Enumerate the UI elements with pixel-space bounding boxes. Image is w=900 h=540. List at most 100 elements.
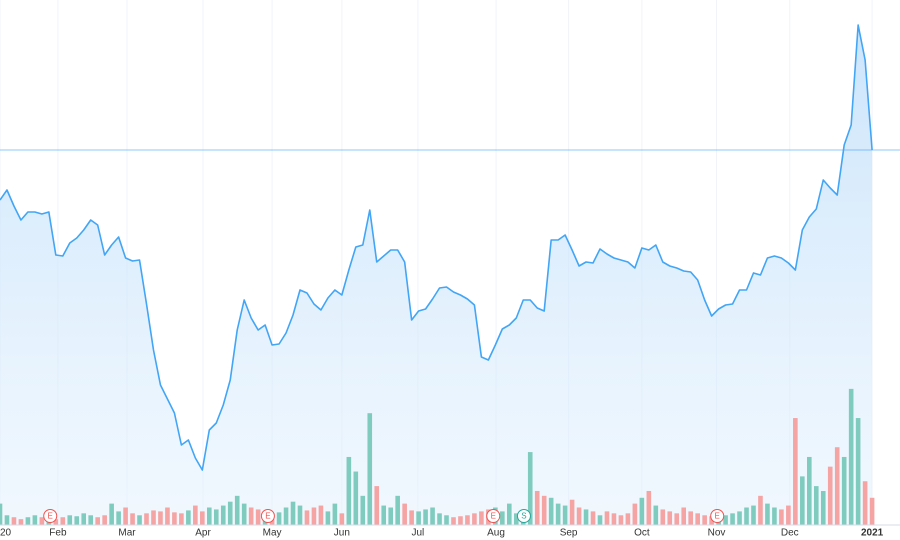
volume-bar bbox=[67, 515, 73, 525]
volume-bar bbox=[632, 503, 638, 525]
volume-bar bbox=[737, 511, 742, 525]
volume-bar bbox=[423, 509, 428, 525]
volume-bar bbox=[25, 517, 31, 525]
volume-bar bbox=[311, 507, 317, 525]
volume-bar bbox=[430, 507, 435, 525]
volume-bar bbox=[172, 512, 177, 525]
volume-bar bbox=[130, 513, 135, 525]
volume-bar bbox=[165, 507, 170, 525]
volume-bar bbox=[583, 509, 589, 525]
volume-bar bbox=[248, 507, 254, 525]
event-marker bbox=[486, 509, 501, 523]
event-marker bbox=[43, 509, 58, 523]
volume-bar bbox=[841, 456, 847, 525]
volume-bar bbox=[702, 515, 707, 525]
x-tick-label: Nov bbox=[708, 528, 726, 539]
x-axis-strip bbox=[0, 525, 900, 540]
volume-bar bbox=[765, 503, 770, 525]
volume-bar bbox=[193, 505, 198, 525]
area-layer bbox=[0, 25, 873, 525]
volume-bar bbox=[793, 418, 798, 525]
x-tick-label: Feb bbox=[49, 528, 67, 539]
volume-bar bbox=[290, 501, 296, 525]
volume-bar bbox=[395, 495, 400, 525]
volume-bar bbox=[32, 515, 38, 525]
x-tick-label: Jul bbox=[412, 528, 425, 539]
volume-bar bbox=[472, 513, 477, 525]
volume-bar bbox=[458, 516, 463, 525]
volume-bar bbox=[695, 513, 700, 525]
volume-bar bbox=[227, 501, 233, 525]
volume-bar bbox=[402, 503, 407, 525]
volume-bar bbox=[388, 507, 393, 525]
volume-bar bbox=[534, 490, 540, 525]
volume-bar bbox=[751, 505, 756, 525]
volume-bar bbox=[186, 510, 191, 525]
x-tick-label: Mar bbox=[118, 528, 136, 539]
volume-bar bbox=[744, 507, 749, 525]
volume-bar bbox=[102, 515, 107, 525]
event-marker bbox=[516, 509, 531, 523]
volume-bar bbox=[597, 515, 603, 525]
volume-bar bbox=[688, 511, 693, 525]
volume-bar bbox=[4, 515, 10, 525]
volume-bar bbox=[444, 515, 449, 525]
volume-bar bbox=[834, 447, 840, 525]
volume-bar bbox=[367, 413, 373, 525]
volume-bar bbox=[820, 490, 826, 525]
volume-bar bbox=[137, 515, 142, 525]
volume-bar bbox=[590, 511, 596, 525]
volume-bar bbox=[576, 507, 582, 525]
volume-bar bbox=[158, 511, 163, 525]
volume-bar bbox=[660, 509, 666, 525]
volume-bar bbox=[276, 512, 282, 525]
volume-bar bbox=[681, 507, 687, 525]
volume-bar bbox=[200, 511, 205, 525]
volume-bar bbox=[346, 456, 352, 525]
volume-bar bbox=[437, 513, 442, 525]
volume-bar bbox=[60, 517, 66, 525]
volume-bar bbox=[772, 507, 777, 525]
volume-bar bbox=[527, 452, 533, 525]
volume-bar bbox=[95, 517, 100, 525]
volume-bar bbox=[207, 507, 212, 525]
volume-bar bbox=[53, 519, 59, 525]
volume-bar bbox=[541, 495, 547, 525]
price-line bbox=[0, 24, 873, 471]
volume-bar bbox=[827, 466, 833, 525]
x-tick-label: 2020 bbox=[0, 528, 12, 539]
volume-bar bbox=[451, 517, 456, 525]
volume-bar bbox=[339, 513, 345, 525]
volume-bar bbox=[639, 497, 645, 525]
volume-bar bbox=[123, 507, 128, 525]
event-label: S bbox=[521, 512, 526, 521]
volume-bar bbox=[332, 503, 338, 525]
volume-bar bbox=[813, 486, 819, 525]
volume-bar bbox=[862, 481, 868, 525]
price-area bbox=[0, 25, 873, 525]
volume-bar bbox=[646, 490, 652, 525]
volume-bar bbox=[88, 515, 93, 525]
volume-bar bbox=[381, 505, 387, 525]
x-tick-label: Aug bbox=[487, 528, 505, 539]
x-axis: 2020 Feb Mar Apr May Jun Jul Aug Sep Oct Nov Dec 202… bbox=[0, 528, 884, 539]
volume-bar bbox=[667, 511, 673, 525]
event-label: E bbox=[715, 512, 720, 521]
volume-bar bbox=[611, 513, 617, 525]
volume-bar bbox=[513, 513, 519, 525]
event-label: E bbox=[491, 512, 496, 521]
volume-bar bbox=[318, 505, 324, 525]
volume-bar bbox=[179, 513, 184, 525]
volume-bar bbox=[360, 495, 366, 525]
event-marker bbox=[260, 509, 275, 523]
volume-bar bbox=[325, 511, 331, 525]
volume-bar bbox=[11, 517, 17, 525]
volume-bar bbox=[604, 511, 610, 525]
volume-bar bbox=[653, 505, 659, 525]
volume-bar bbox=[800, 476, 805, 525]
volume-bar bbox=[213, 509, 219, 525]
x-tick-label: Jun bbox=[334, 528, 350, 539]
volume-bar bbox=[548, 497, 554, 525]
